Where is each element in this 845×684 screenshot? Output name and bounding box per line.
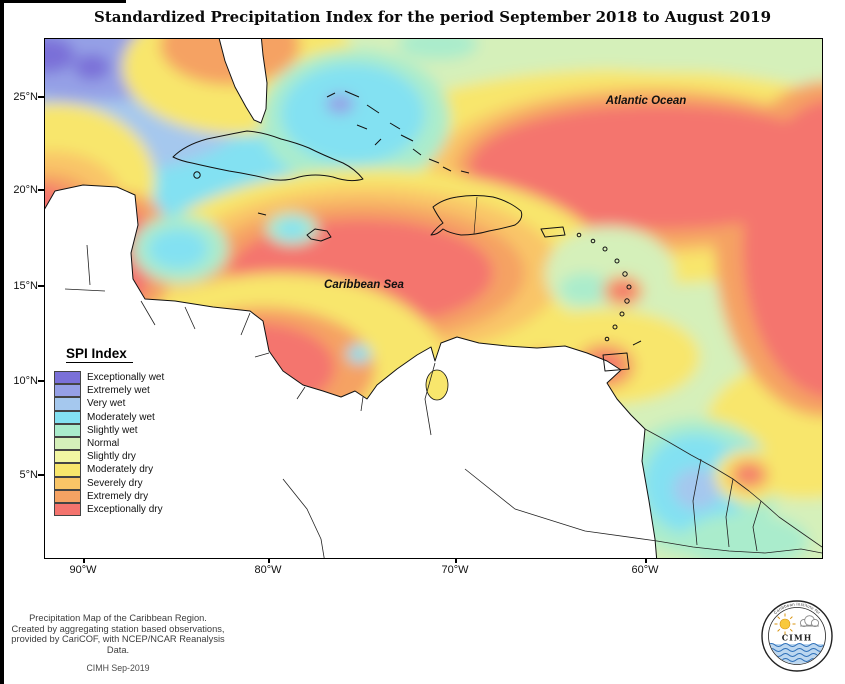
- legend-row: Extremely dry: [54, 489, 164, 503]
- lon-tickmark: [645, 557, 647, 563]
- cuba-outline: [172, 130, 364, 182]
- lat-tickmark: [38, 285, 44, 287]
- top-edge-strip: [0, 0, 126, 3]
- borders-and-coasts: [64, 244, 822, 558]
- cimh-logo: Caribbean Institute for Meteorology and …: [760, 599, 834, 673]
- cloud-icon: [799, 615, 820, 628]
- spi-contour-field: [45, 39, 822, 558]
- logo-acronym: CIMH: [782, 633, 813, 643]
- fg-brazil-border: [752, 500, 762, 552]
- bahamas-marks: [326, 90, 470, 174]
- legend-swatch: [54, 450, 81, 464]
- lat-label-20n: 20°N: [13, 184, 38, 196]
- lon-label-80w: 80°W: [254, 564, 282, 576]
- florida-polygon: [218, 39, 268, 124]
- colombia-venezuela-borders: [282, 362, 658, 558]
- brazil-north-border: [656, 540, 822, 554]
- left-edge-strip: [0, 0, 4, 684]
- legend-row: Slightly wet: [54, 423, 164, 437]
- isla-juventud-outline: [193, 171, 201, 179]
- spi-map: Atlantic Ocean Caribbean Sea: [44, 38, 823, 559]
- lon-tickmark: [268, 557, 270, 563]
- legend-row: Very wet: [54, 397, 164, 411]
- legend-swatch: [54, 371, 81, 385]
- legend-swatch: [54, 397, 81, 411]
- legend-row: Moderately wet: [54, 410, 164, 424]
- sun-icon: [774, 613, 796, 635]
- lesser-antilles-marks: [576, 232, 632, 342]
- lon-label-70w: 70°W: [441, 564, 469, 576]
- caribbean-sea-label: Caribbean Sea: [324, 279, 404, 291]
- legend-swatch: [54, 502, 81, 517]
- atlantic-ocean-label: Atlantic Ocean: [605, 95, 687, 107]
- legend-row: Slightly dry: [54, 450, 164, 464]
- lat-tickmark: [38, 380, 44, 382]
- legend-swatch: [54, 384, 81, 398]
- lat-tickmark: [38, 96, 44, 98]
- lat-label-25n: 25°N: [13, 91, 38, 103]
- lon-label-60w: 60°W: [631, 564, 659, 576]
- legend-label: Exceptionally wet: [87, 372, 165, 384]
- legend-label: Extremely wet: [87, 385, 150, 397]
- legend-label: Extremely dry: [87, 490, 149, 502]
- legend-label: Severely dry: [87, 477, 143, 489]
- footer-line: Precipitation Map of the Caribbean Regio…: [29, 613, 207, 623]
- legend-swatch: [54, 423, 81, 437]
- legend-title: SPI Index: [66, 346, 133, 363]
- tobago-outline: [632, 340, 642, 346]
- legend-row: Extremely wet: [54, 384, 164, 398]
- central-america-borders: [64, 244, 364, 412]
- legend-label: Moderately dry: [87, 464, 154, 476]
- trinidad-outline: [602, 352, 630, 372]
- lon-tickmark: [83, 557, 85, 563]
- legend-row: Moderately dry: [54, 463, 164, 477]
- guyana-suriname-border: [692, 458, 702, 546]
- legend-swatch: [54, 463, 81, 477]
- legend-row: Exceptionally wet: [54, 371, 165, 385]
- legend-swatch: [54, 476, 81, 490]
- cimh-logo-svg: Caribbean Institute for Meteorology and …: [761, 600, 833, 672]
- legend-label: Exceptionally dry: [87, 503, 163, 515]
- cayman-mark: [257, 212, 267, 216]
- legend-label: Moderately wet: [87, 411, 155, 423]
- island-coastlines: [172, 90, 642, 372]
- legend-swatch: [54, 489, 81, 503]
- legend-row: Normal: [54, 436, 164, 451]
- lake-maracaibo: [425, 369, 449, 401]
- jamaica-outline: [306, 228, 332, 242]
- hispaniola-outline: [430, 195, 523, 236]
- legend-label: Very wet: [87, 398, 126, 410]
- footer-line: provided by CariCOF, with NCEP/NCAR Rean…: [11, 634, 225, 655]
- legend-label: Slightly dry: [87, 451, 136, 463]
- lat-tickmark: [38, 189, 44, 191]
- lon-tickmark: [455, 557, 457, 563]
- legend-label: Normal: [87, 438, 120, 450]
- footer-line: Created by aggregating station based obs…: [11, 623, 225, 634]
- lat-label-5n: 5°N: [19, 469, 38, 481]
- legend-row: Severely dry: [54, 476, 164, 490]
- land-no-data: [45, 39, 658, 558]
- haiti-dr-border: [473, 196, 478, 235]
- lat-label-10n: 10°N: [13, 375, 38, 387]
- mainland-polygon: [45, 184, 658, 558]
- legend-swatch: [54, 410, 81, 424]
- suriname-fg-border: [725, 478, 734, 548]
- puerto-rico-outline: [540, 226, 566, 238]
- legend-label: Slightly wet: [87, 424, 138, 436]
- cimh-credit: CIMH Sep-2019: [86, 663, 150, 673]
- lon-label-90w: 90°W: [69, 564, 97, 576]
- legend-items: Exceptionally wet Extremely wet Very wet…: [54, 371, 165, 517]
- map-title: Standardized Precipitation Index for the…: [93, 8, 772, 26]
- legend-swatch: [54, 436, 81, 451]
- lat-tickmark: [38, 474, 44, 476]
- lat-label-15n: 15°N: [13, 280, 38, 292]
- guiana-coast: [644, 428, 822, 548]
- legend-row: Exceptionally dry: [54, 502, 164, 517]
- footer-text: Precipitation Map of the Caribbean Regio…: [8, 613, 228, 655]
